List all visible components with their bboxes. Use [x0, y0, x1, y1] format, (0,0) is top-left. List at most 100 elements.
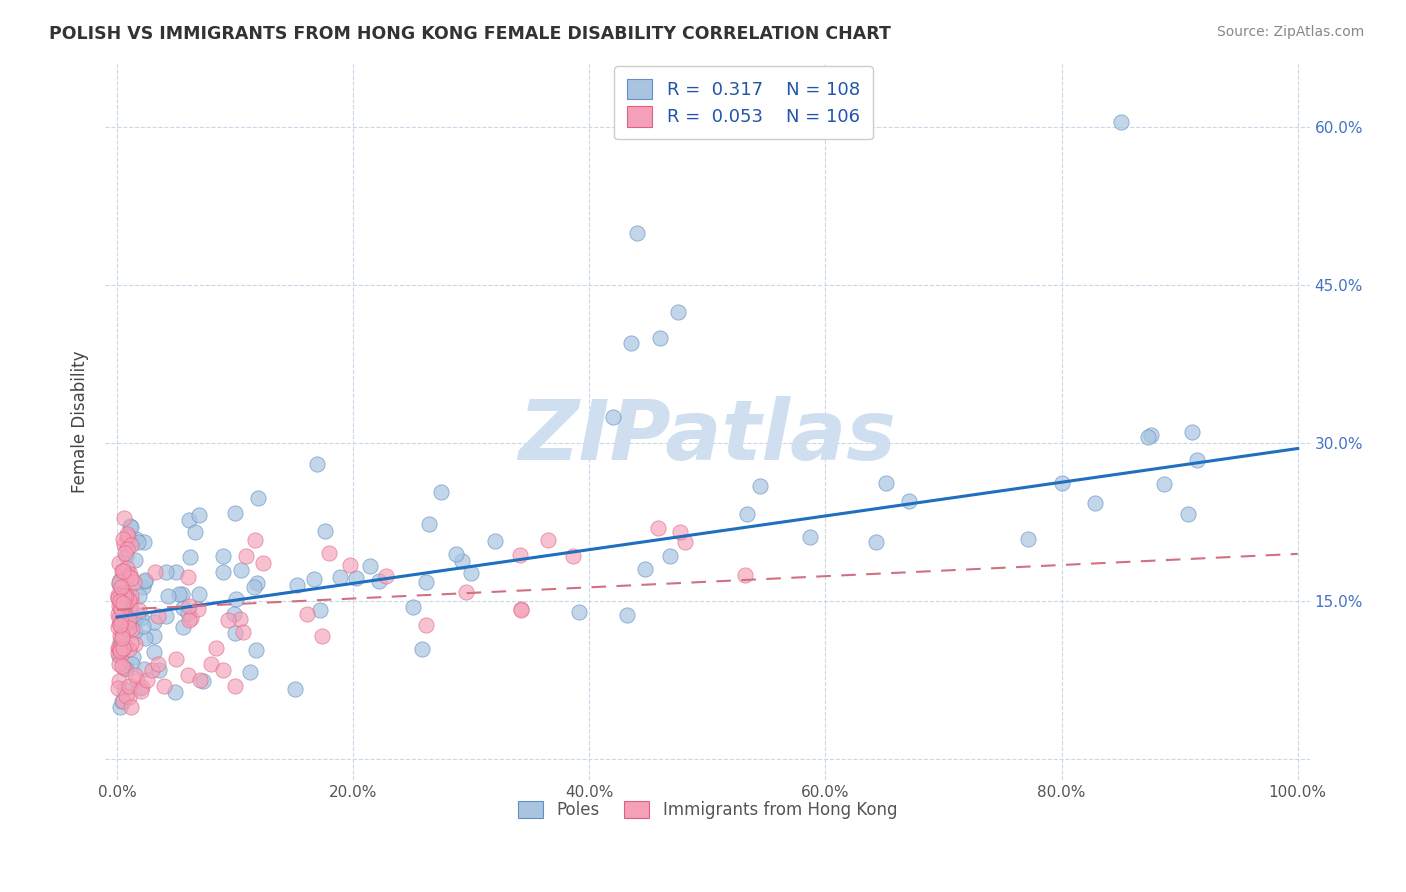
Point: [132, 662, 155, 676]
Point: [134, 631, 156, 645]
Point: [568, 605, 591, 619]
Point: [224, 625, 246, 640]
Point: [110, 580, 132, 594]
Point: [232, 625, 254, 640]
Point: [305, 458, 328, 472]
Point: [108, 587, 131, 601]
Point: [669, 525, 692, 540]
Point: [110, 601, 132, 615]
Point: [245, 642, 267, 657]
Point: [132, 534, 155, 549]
Point: [200, 657, 222, 672]
Point: [143, 615, 166, 629]
Point: [124, 575, 146, 590]
Point: [450, 554, 472, 568]
Point: [135, 673, 157, 688]
Point: [172, 601, 194, 615]
Point: [120, 593, 142, 607]
Point: [127, 608, 149, 623]
Point: [108, 574, 131, 589]
Point: [111, 565, 134, 579]
Point: [344, 570, 367, 584]
Point: [143, 645, 166, 659]
Point: [118, 593, 141, 607]
Point: [165, 565, 187, 579]
Point: [107, 591, 129, 606]
Point: [217, 613, 239, 627]
Point: [1153, 477, 1175, 491]
Point: [117, 612, 139, 626]
Point: [245, 533, 267, 547]
Point: [204, 641, 226, 656]
Point: [484, 533, 506, 548]
Point: [167, 586, 190, 600]
Point: [415, 618, 437, 632]
Point: [1181, 425, 1204, 440]
Point: [129, 683, 152, 698]
Point: [108, 648, 131, 663]
Point: [108, 629, 131, 643]
Point: [1185, 452, 1208, 467]
Point: [125, 673, 148, 688]
Point: [117, 561, 139, 575]
Point: [165, 652, 187, 666]
Point: [633, 562, 655, 576]
Point: [602, 409, 624, 424]
Point: [112, 511, 135, 525]
Point: [415, 575, 437, 590]
Point: [509, 603, 531, 617]
Point: [112, 641, 135, 656]
Point: [118, 566, 141, 581]
Point: [187, 587, 209, 601]
Point: [170, 587, 193, 601]
Point: [121, 612, 143, 626]
Point: [112, 640, 135, 655]
Point: [659, 549, 682, 564]
Point: [142, 630, 165, 644]
Point: [673, 534, 696, 549]
Point: [115, 542, 138, 557]
Point: [537, 533, 560, 548]
Point: [875, 476, 897, 491]
Point: [114, 663, 136, 677]
Point: [107, 611, 129, 625]
Point: [239, 665, 262, 680]
Point: [115, 580, 138, 594]
Point: [799, 530, 821, 544]
Point: [865, 534, 887, 549]
Point: [295, 607, 318, 622]
Point: [367, 574, 389, 588]
Point: [1139, 427, 1161, 442]
Point: [107, 641, 129, 656]
Point: [124, 668, 146, 682]
Point: [314, 524, 336, 539]
Point: [225, 591, 247, 606]
Point: [117, 642, 139, 657]
Point: [179, 549, 201, 564]
Point: [163, 684, 186, 698]
Point: [108, 674, 131, 689]
Point: [107, 607, 129, 622]
Point: [375, 569, 398, 583]
Text: ZIPatlas: ZIPatlas: [519, 396, 896, 477]
Point: [121, 657, 143, 672]
Point: [1050, 475, 1073, 490]
Point: [108, 599, 131, 613]
Point: [311, 630, 333, 644]
Point: [110, 618, 132, 632]
Point: [107, 657, 129, 671]
Point: [110, 648, 132, 662]
Point: [284, 681, 307, 696]
Point: [177, 606, 200, 620]
Point: [115, 526, 138, 541]
Point: [460, 566, 482, 581]
Point: [111, 694, 134, 708]
Point: [112, 586, 135, 600]
Point: [115, 591, 138, 605]
Point: [108, 574, 131, 588]
Point: [148, 657, 170, 672]
Point: [456, 585, 478, 599]
Point: [748, 479, 770, 493]
Point: [235, 549, 257, 563]
Point: [118, 679, 141, 693]
